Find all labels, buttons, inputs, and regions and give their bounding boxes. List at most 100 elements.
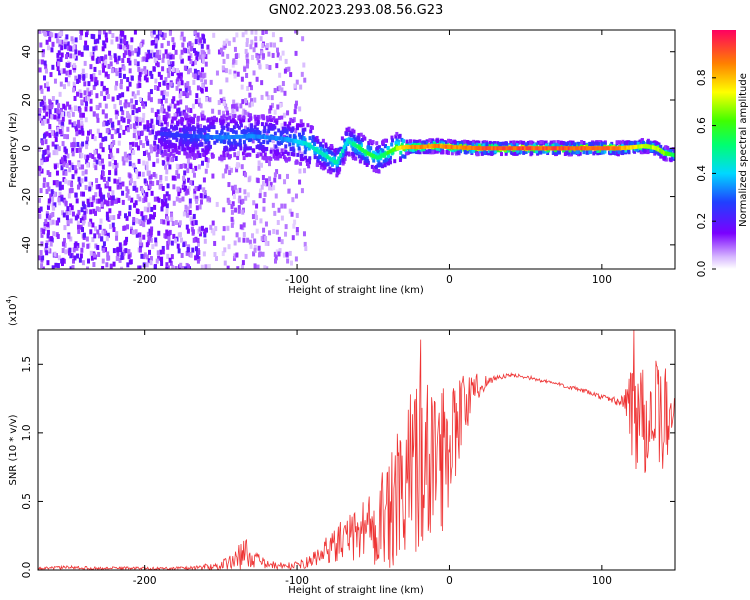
heatmap-cell	[95, 104, 99, 110]
heatmap-cell	[85, 45, 89, 51]
heatmap-cell	[198, 204, 202, 210]
heatmap-cell	[83, 45, 87, 51]
heatmap-cell	[580, 140, 584, 145]
heatmap-cell	[244, 172, 248, 178]
heatmap-cell	[294, 132, 298, 138]
heatmap-cell	[351, 146, 355, 151]
heatmap-ridge-cell	[317, 149, 321, 154]
heatmap-cell	[173, 103, 177, 109]
heatmap-cell	[219, 98, 223, 104]
heatmap-cell	[90, 76, 94, 82]
heatmap-cell	[323, 165, 327, 170]
heatmap-ridge-cell	[201, 134, 205, 139]
heatmap-cell	[97, 251, 101, 257]
heatmap-cell	[201, 110, 205, 116]
heatmap-cell	[200, 88, 204, 94]
heatmap-cell	[298, 179, 302, 185]
heatmap-cell	[154, 43, 158, 49]
heatmap-cell	[245, 37, 249, 43]
heatmap-cell	[162, 80, 166, 86]
heatmap-ridge-cell	[245, 134, 249, 139]
heatmap-cell	[303, 138, 307, 143]
heatmap-cell	[655, 141, 659, 146]
heatmap-ridge-cell	[322, 152, 326, 157]
heatmap-cell	[39, 250, 43, 256]
heatmap-cell	[159, 174, 163, 180]
heatmap-cell	[48, 215, 52, 221]
heatmap-cell	[60, 68, 64, 74]
heatmap-cell	[173, 116, 177, 121]
heatmap-cell	[283, 203, 287, 209]
heatmap-cell	[102, 121, 106, 127]
heatmap-cell	[297, 132, 301, 137]
y-tick-label: -20	[21, 188, 33, 205]
heatmap-cell	[179, 54, 183, 60]
heatmap-cell	[288, 250, 292, 256]
heatmap-cell	[241, 99, 245, 105]
heatmap-ridge-cell	[223, 135, 227, 140]
heatmap-cell	[174, 265, 178, 269]
heatmap-cell	[211, 121, 215, 126]
heatmap-cell	[135, 142, 139, 148]
heatmap-cell	[111, 155, 115, 161]
heatmap-cell	[250, 30, 254, 35]
heatmap-cell	[321, 138, 325, 143]
heatmap-cell	[145, 242, 149, 248]
heatmap-cell	[402, 139, 406, 144]
heatmap-ridge-cell	[278, 136, 282, 141]
heatmap-ridge-cell	[582, 146, 586, 151]
heatmap-cell	[107, 176, 111, 182]
heatmap-ridge-cell	[220, 135, 224, 140]
heatmap-ridge-cell	[498, 146, 502, 151]
heatmap-cell	[224, 118, 228, 124]
heatmap-ridge-cell	[417, 145, 421, 150]
heatmap-cell	[241, 151, 245, 156]
heatmap-cell	[318, 154, 322, 159]
heatmap-cell	[406, 151, 410, 156]
heatmap-cell	[249, 113, 253, 118]
heatmap-cell	[53, 202, 57, 208]
heatmap-cell	[95, 113, 99, 119]
heatmap-cell	[652, 140, 656, 145]
heatmap-cell	[100, 56, 104, 62]
heatmap-cell	[69, 266, 73, 269]
heatmap-ridge-cell	[467, 145, 471, 150]
heatmap-cell	[229, 119, 233, 124]
heatmap-cell	[307, 158, 311, 163]
heatmap-cell	[109, 200, 113, 206]
heatmap-cell	[390, 138, 394, 143]
heatmap-cell	[114, 129, 118, 135]
heatmap-cell	[235, 53, 239, 59]
heatmap-cell	[395, 131, 399, 136]
heatmap-cell	[171, 61, 175, 67]
heatmap-cell	[268, 156, 272, 161]
heatmap-cell	[274, 156, 278, 161]
heatmap-cell	[193, 74, 197, 80]
heatmap-cell	[38, 255, 42, 261]
heatmap-cell	[338, 159, 342, 164]
heatmap-cell	[210, 154, 214, 159]
heatmap-cell	[124, 125, 128, 131]
heatmap-cell	[75, 198, 79, 204]
heatmap-cell	[232, 119, 236, 124]
heatmap-cell	[363, 136, 367, 141]
heatmap-cell	[172, 184, 176, 190]
heatmap-ridge-cell	[196, 134, 200, 139]
heatmap-cell	[285, 158, 289, 163]
heatmap-cell	[248, 102, 252, 108]
heatmap-cell	[245, 58, 249, 64]
heatmap-cell	[76, 184, 80, 190]
heatmap-ridge-cell	[560, 146, 564, 151]
heatmap-cell	[244, 48, 248, 54]
heatmap-cell	[138, 232, 142, 238]
heatmap-cell	[211, 220, 215, 226]
heatmap-cell	[146, 126, 150, 132]
heatmap-cell	[62, 162, 66, 168]
heatmap-cell	[138, 116, 142, 122]
heatmap-cell	[269, 149, 273, 154]
heatmap-cell	[436, 138, 440, 143]
heatmap-cell	[158, 130, 162, 136]
heatmap-cell	[138, 247, 142, 253]
heatmap-cell	[94, 210, 98, 216]
heatmap-cell	[40, 227, 44, 233]
